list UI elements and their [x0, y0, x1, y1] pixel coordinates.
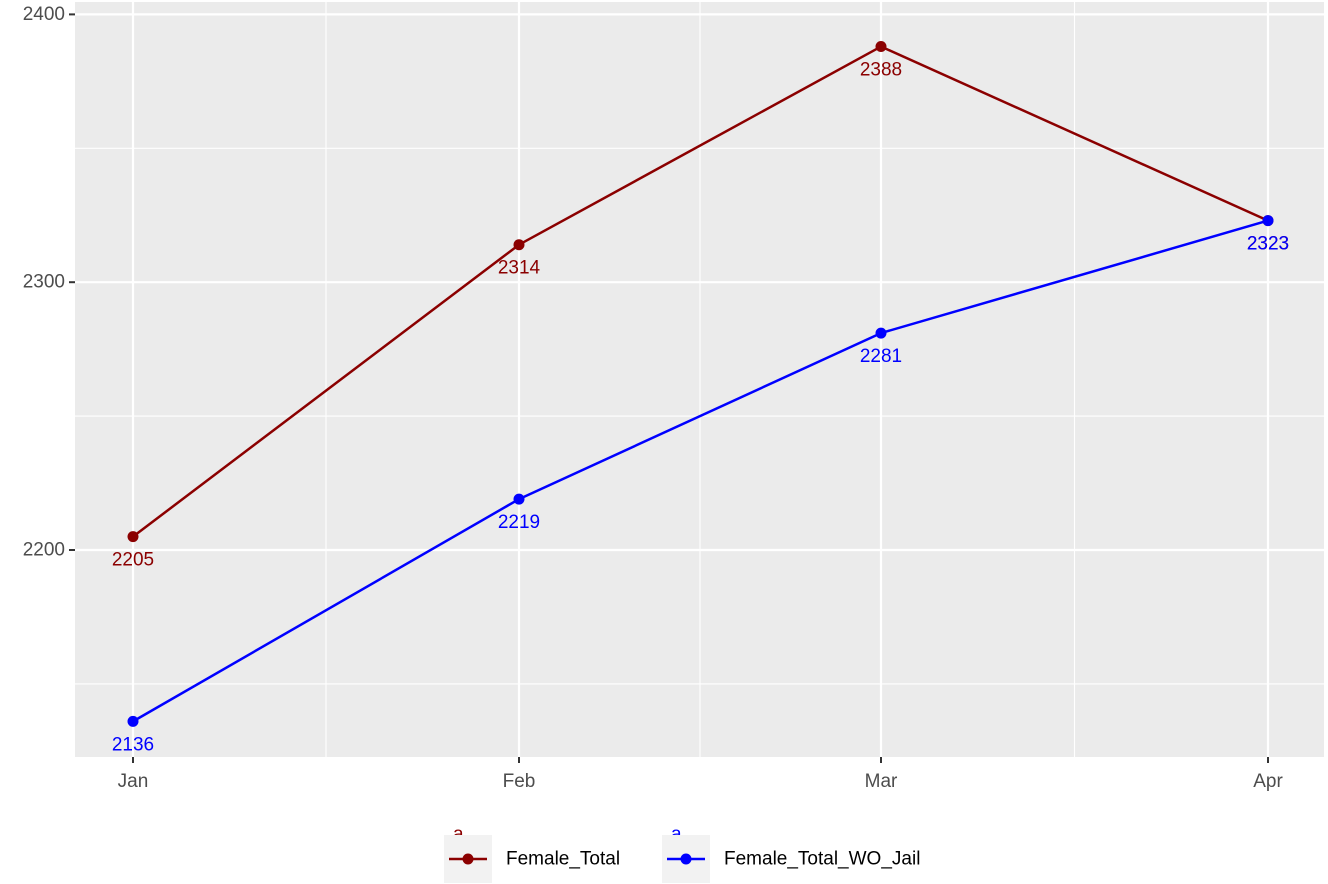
y-tick-label: 2400: [23, 4, 65, 25]
data-label-female-total: 2323: [1247, 234, 1289, 255]
series-line-female-total: [132, 45, 1269, 538]
legend-title-female-total: a: [453, 824, 464, 845]
data-point-female-total: [513, 239, 525, 251]
data-label-female-total: 2388: [860, 60, 902, 81]
data-point-female-total: [875, 41, 887, 53]
data-label-female-total-wo-jail: 2281: [860, 346, 902, 367]
x-axis: Jan Feb Mar Apr: [118, 757, 1283, 792]
series-points: [127, 41, 1274, 727]
data-point-female-total-wo-jail: [1262, 215, 1274, 227]
data-point-female-total-wo-jail: [127, 715, 139, 727]
data-label-female-total-wo-jail: 2136: [112, 734, 154, 755]
y-tick-label: 2200: [23, 540, 65, 561]
data-label-female-total: 2314: [498, 258, 541, 279]
data-label-female-total: 2205: [112, 550, 154, 571]
data-label-female-total-wo-jail: 2219: [498, 512, 540, 533]
y-axis: 2200 2300 2400: [23, 4, 75, 561]
series-lines: [132, 45, 1269, 723]
legend-key-point-female-total: [462, 853, 474, 865]
x-tick-label: Mar: [865, 771, 898, 792]
data-point-female-total-wo-jail: [513, 493, 525, 505]
y-tick-label: 2300: [23, 272, 65, 293]
legend: a Female_Total a Female_Total_WO_Jail: [444, 824, 920, 883]
legend-key-point-female-total-wo-jail: [680, 853, 692, 865]
legend-title-female-total-wo-jail: a: [671, 824, 682, 845]
x-tick-label: Apr: [1253, 771, 1283, 792]
legend-label-female-total-wo-jail: Female_Total_WO_Jail: [724, 849, 920, 870]
major-gridlines: [75, 2, 1324, 757]
x-tick-label: Feb: [503, 771, 536, 792]
data-label-female-total-wo-jail: 2323: [1247, 234, 1289, 255]
data-point-female-total-wo-jail: [875, 327, 887, 339]
data-point-female-total: [127, 531, 139, 543]
x-tick-label: Jan: [118, 771, 149, 792]
series-line-female-total-wo-jail: [132, 219, 1269, 723]
legend-label-female-total: Female_Total: [506, 849, 620, 870]
